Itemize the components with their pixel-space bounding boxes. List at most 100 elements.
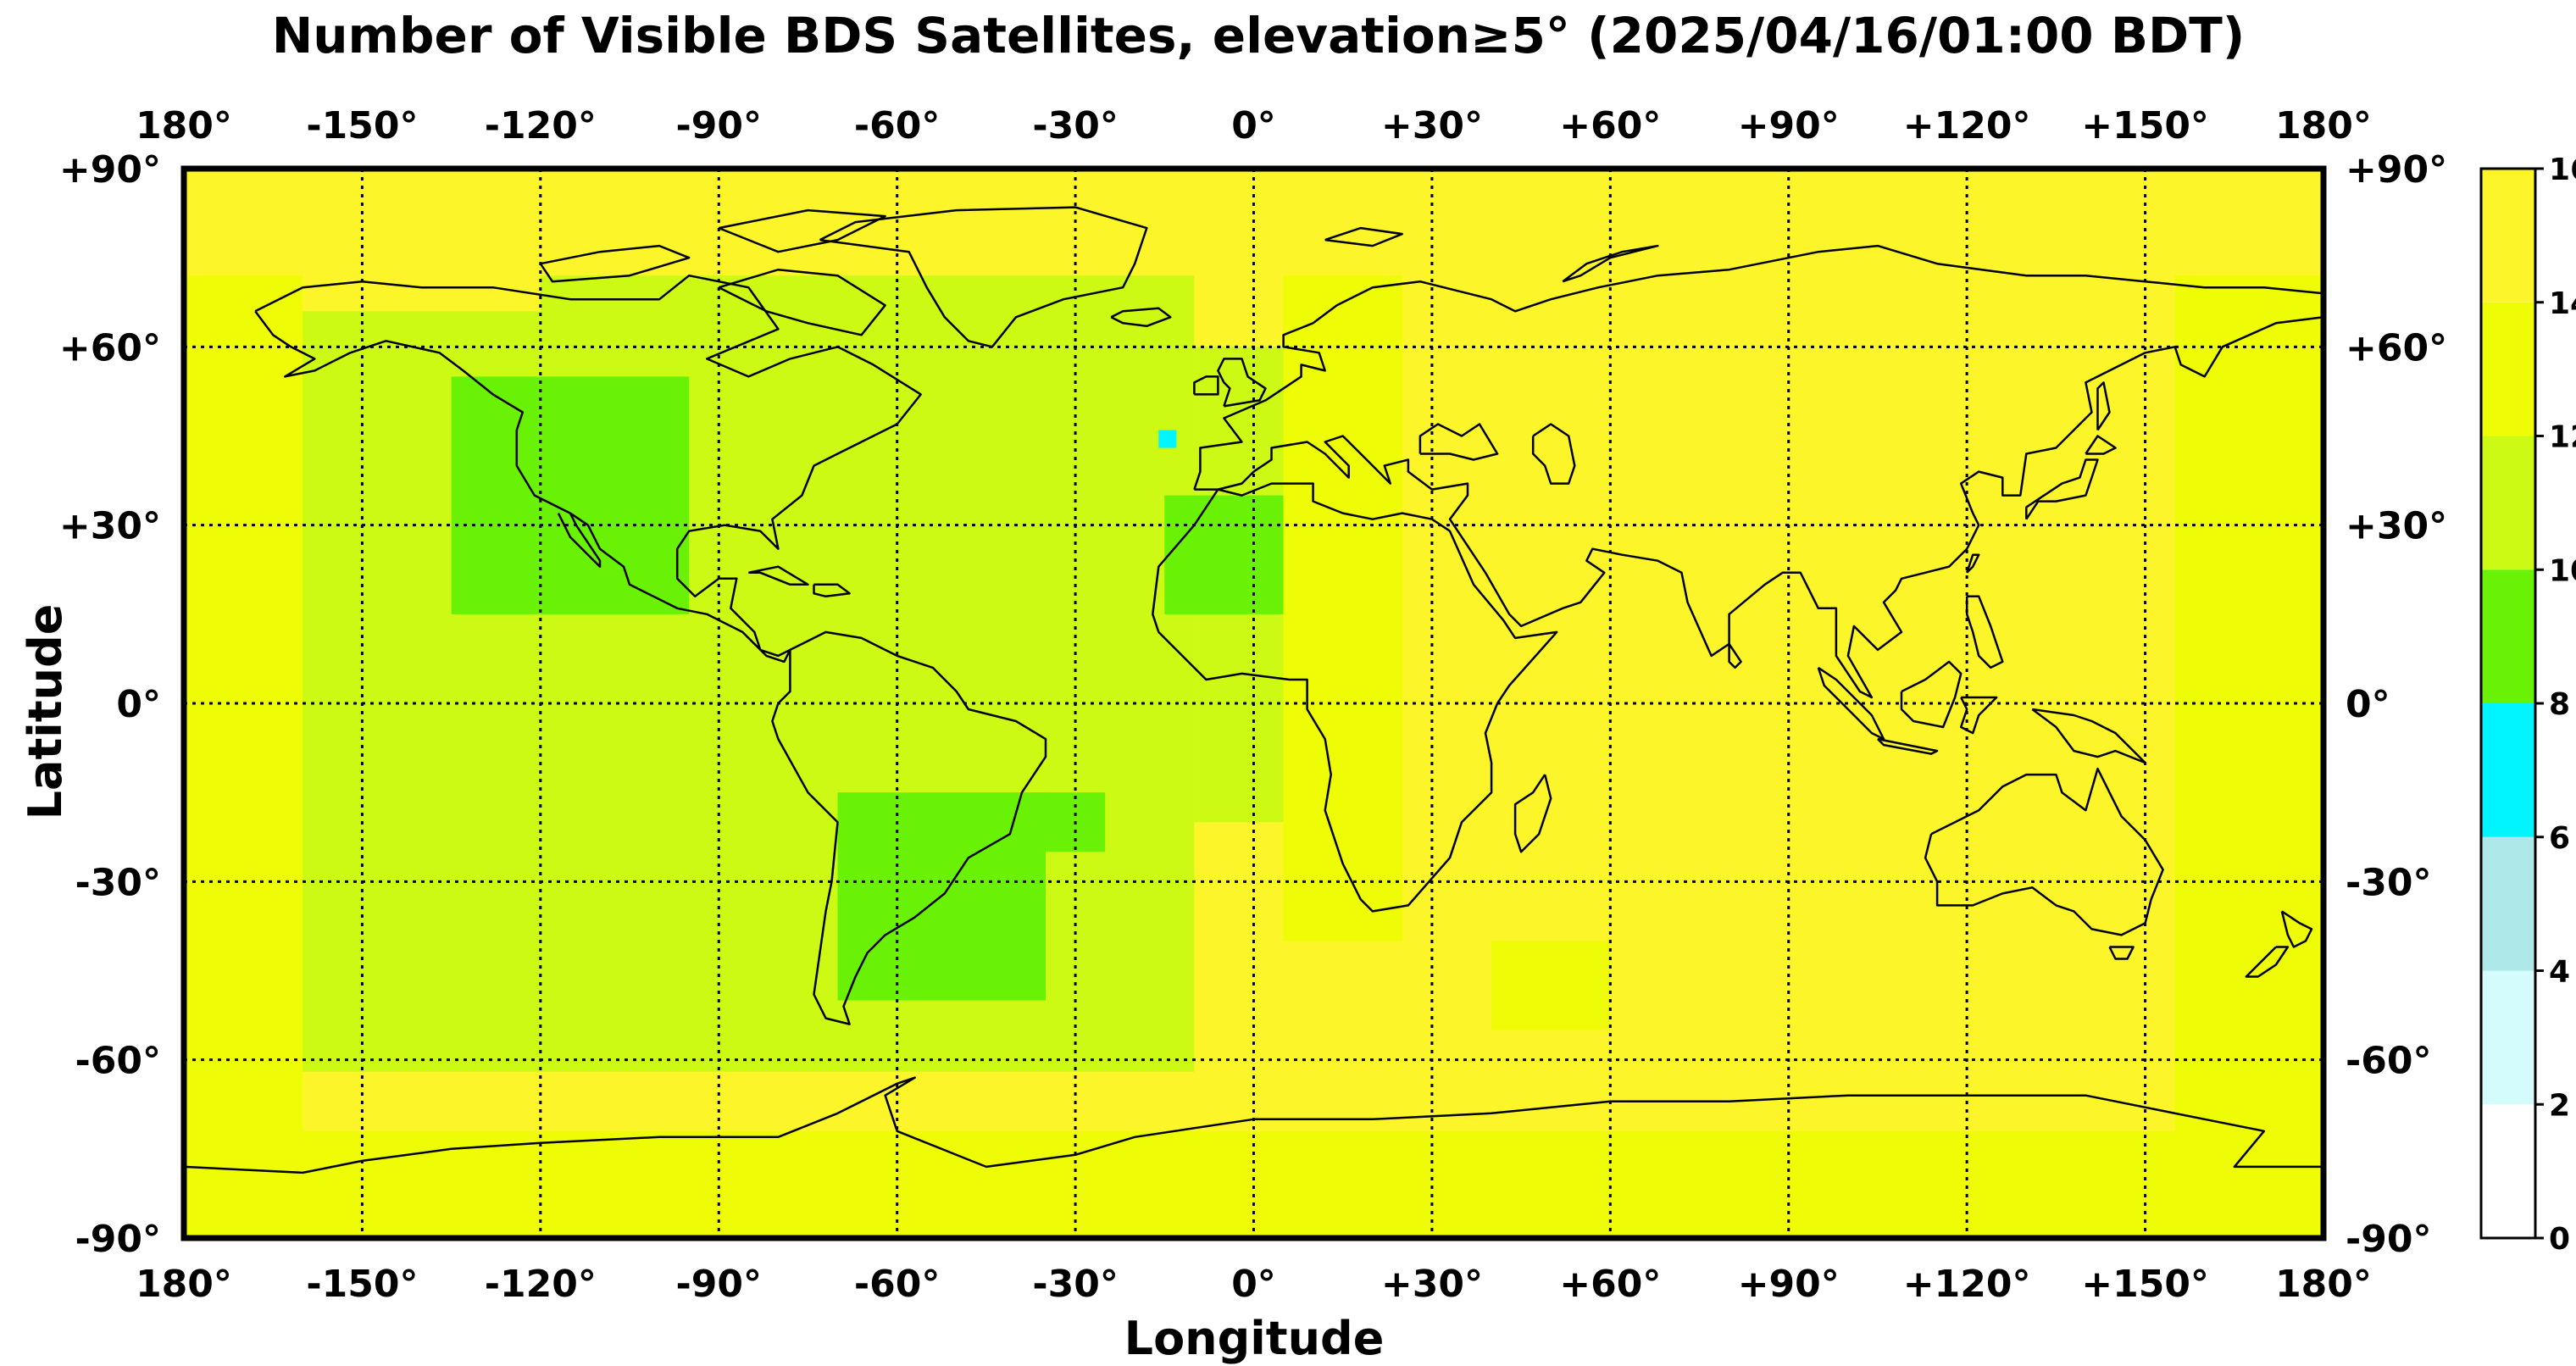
lat-tick-right: 0° bbox=[2346, 683, 2390, 726]
lat-tick-left: -90° bbox=[75, 1218, 162, 1261]
lat-tick-left: -30° bbox=[75, 861, 162, 904]
coastline-black-sea bbox=[1418, 423, 1499, 461]
lon-tick-top: -150° bbox=[306, 104, 418, 147]
lon-tick-bottom: 180° bbox=[2275, 1263, 2372, 1306]
coastline-hispaniola bbox=[813, 583, 851, 598]
y-axis-label: Latitude bbox=[19, 604, 72, 820]
lon-tick-top: -120° bbox=[485, 104, 597, 147]
lat-tick-right: -30° bbox=[2346, 861, 2432, 904]
lon-tick-bottom: +150° bbox=[2081, 1263, 2209, 1306]
region-12 bbox=[1158, 430, 1177, 448]
colorbar-bin-1 bbox=[2481, 970, 2535, 1105]
lon-tick-top: +60° bbox=[1559, 104, 1661, 147]
lat-tick-right: +90° bbox=[2346, 148, 2447, 192]
lon-tick-top: 0° bbox=[1231, 104, 1276, 147]
colorbar-bin-3 bbox=[2481, 703, 2535, 837]
coastline-tasmania bbox=[2108, 946, 2135, 960]
coastline-hokkaido bbox=[2085, 435, 2117, 455]
coastline-north-america bbox=[254, 274, 922, 664]
coastline-japan bbox=[2025, 458, 2099, 520]
lon-tick-bottom: 0° bbox=[1231, 1263, 1276, 1306]
coastline-svalbard bbox=[1324, 226, 1404, 247]
lat-tick-left: +60° bbox=[59, 326, 161, 369]
lon-tick-top: -90° bbox=[676, 104, 763, 147]
lat-tick-left: +30° bbox=[59, 505, 161, 548]
coastline-new-zealand-n bbox=[2280, 910, 2313, 948]
lat-tick-left: 0° bbox=[116, 683, 161, 726]
colorbar-tick-label: 6 bbox=[2549, 821, 2570, 856]
coastline-ellesmere bbox=[718, 208, 886, 253]
lat-tick-left: -60° bbox=[75, 1040, 162, 1083]
lon-tick-top: +90° bbox=[1738, 104, 1840, 147]
colorbar-bin-0 bbox=[2481, 1104, 2535, 1238]
region-11 bbox=[1015, 792, 1106, 852]
lon-tick-bottom: +60° bbox=[1559, 1263, 1661, 1306]
colorbar-bin-7 bbox=[2481, 169, 2535, 303]
colorbar-tick-label: 2 bbox=[2549, 1088, 2570, 1123]
chart-title: Number of Visible BDS Satellites, elevat… bbox=[272, 7, 2246, 64]
coastline-sakhalin bbox=[2096, 381, 2111, 431]
coastline-ireland bbox=[1193, 375, 1219, 396]
colorbar-bins bbox=[2481, 169, 2535, 1238]
lon-tick-top: +30° bbox=[1381, 104, 1483, 147]
colorbar-bin-2 bbox=[2481, 836, 2535, 971]
lon-tick-top: 180° bbox=[136, 104, 232, 147]
coastline-africa bbox=[1152, 482, 1558, 913]
colorbar-tick-label: 14 bbox=[2549, 286, 2576, 321]
x-axis-label: Longitude bbox=[1124, 1312, 1385, 1365]
region-6 bbox=[2174, 275, 2323, 1131]
lon-tick-bottom: +30° bbox=[1381, 1263, 1483, 1306]
region-7 bbox=[1491, 941, 1611, 1030]
colorbar-tick-label: 4 bbox=[2549, 955, 2570, 990]
coastline-sulawesi bbox=[1959, 696, 1998, 735]
lon-tick-top: +150° bbox=[2081, 104, 2209, 147]
coastline-australia bbox=[1924, 767, 2164, 936]
lon-tick-bottom: +90° bbox=[1738, 1263, 1840, 1306]
coastline-britain bbox=[1217, 358, 1267, 408]
lon-tick-bottom: -150° bbox=[306, 1263, 418, 1306]
lat-tick-right: -60° bbox=[2346, 1040, 2432, 1083]
colorbar-ticks: 16 14 12 10 8 6 4 2 0 bbox=[2535, 153, 2576, 1257]
colorbar-tick-label: 10 bbox=[2549, 553, 2576, 588]
plot-area bbox=[180, 165, 2327, 1241]
lon-tick-bottom: +120° bbox=[1903, 1263, 2031, 1306]
coastline-sumatra bbox=[1817, 666, 1885, 741]
colorbar-bin-6 bbox=[2481, 302, 2535, 436]
colorbar-tick-label: 0 bbox=[2549, 1222, 2570, 1257]
latitude-ticks-left: +90° +60° +30° 0° -30° -60° -90° bbox=[59, 148, 161, 1261]
coastline-south-america bbox=[771, 630, 1047, 1025]
coastline-new-zealand-s bbox=[2245, 946, 2290, 978]
lon-tick-bottom: -90° bbox=[676, 1263, 763, 1306]
region-5 bbox=[1283, 275, 1402, 941]
coastline-caspian bbox=[1531, 423, 1576, 485]
coastline-eurasia bbox=[1193, 244, 2323, 490]
coastline-madagascar bbox=[1513, 774, 1552, 853]
lon-tick-bottom: -60° bbox=[854, 1263, 941, 1306]
gridlines bbox=[184, 169, 2323, 1238]
colorbar-tick-label: 12 bbox=[2549, 420, 2576, 455]
coastline-iceland bbox=[1110, 307, 1172, 328]
coastline-greenland bbox=[819, 206, 1148, 348]
coastline-philippines bbox=[1965, 595, 2004, 669]
lat-tick-left: +90° bbox=[59, 148, 161, 192]
colorbar-bin-5 bbox=[2481, 436, 2535, 570]
lon-tick-top: -60° bbox=[854, 104, 941, 147]
lon-tick-top: -30° bbox=[1032, 104, 1119, 147]
lon-tick-bottom: 180° bbox=[136, 1263, 232, 1306]
colorbar-tick-label: 16 bbox=[2549, 153, 2576, 187]
coastline-asia-east bbox=[1194, 316, 2323, 699]
lat-tick-right: +60° bbox=[2346, 326, 2447, 369]
plot-frame bbox=[180, 165, 2327, 1241]
coastline-novaya-zemlya bbox=[1562, 244, 1659, 283]
latitude-ticks-right: +90° +60° +30° 0° -30° -60° -90° bbox=[2346, 148, 2447, 1261]
coastline-cuba bbox=[748, 565, 809, 586]
region-8 bbox=[451, 376, 690, 614]
coastline-sri-lanka bbox=[1728, 643, 1742, 669]
lat-tick-right: +30° bbox=[2346, 505, 2447, 548]
lon-tick-bottom: -30° bbox=[1032, 1263, 1119, 1306]
lon-tick-top: +120° bbox=[1903, 104, 2031, 147]
region-9 bbox=[1164, 495, 1284, 614]
lon-tick-bottom: -120° bbox=[485, 1263, 597, 1306]
coastline-java bbox=[1877, 737, 1939, 755]
